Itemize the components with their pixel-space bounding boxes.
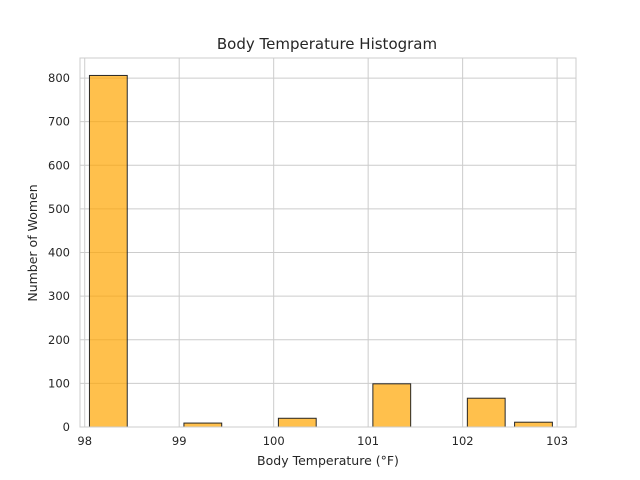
- x-tick-label: 102: [452, 434, 474, 448]
- x-tick-label: 98: [77, 434, 92, 448]
- y-axis-label: Number of Women: [25, 184, 40, 301]
- y-tick-label: 400: [48, 246, 70, 260]
- y-tick-label: 500: [48, 202, 70, 216]
- x-axis-label: Body Temperature (°F): [257, 453, 399, 468]
- y-tick-label: 0: [63, 420, 70, 434]
- histogram-bar: [183, 422, 223, 428]
- y-tick-label: 300: [48, 289, 70, 303]
- histogram-bar: [466, 397, 506, 428]
- chart-title: Body Temperature Histogram: [217, 35, 437, 53]
- y-tick-label: 200: [48, 333, 70, 347]
- ticks-layer: 98 99 100 101 102 103 0 100 200 300 400 500 600 700 80…: [48, 71, 568, 448]
- histogram-bar: [372, 383, 412, 428]
- y-tick-label: 700: [48, 115, 70, 129]
- histogram-bar: [514, 421, 553, 428]
- histogram-bar: [88, 74, 128, 428]
- bars-layer: [88, 74, 553, 428]
- x-tick-label: 101: [357, 434, 379, 448]
- x-tick-label: 103: [546, 434, 568, 448]
- plot-frame: [79, 57, 577, 428]
- y-tick-label: 100: [48, 376, 70, 390]
- y-tick-label: 600: [48, 158, 70, 172]
- y-tick-label: 800: [48, 71, 70, 85]
- histogram-bar: [277, 417, 317, 428]
- grid-layer: [80, 58, 576, 428]
- x-tick-label: 99: [172, 434, 187, 448]
- x-tick-label: 100: [263, 434, 285, 448]
